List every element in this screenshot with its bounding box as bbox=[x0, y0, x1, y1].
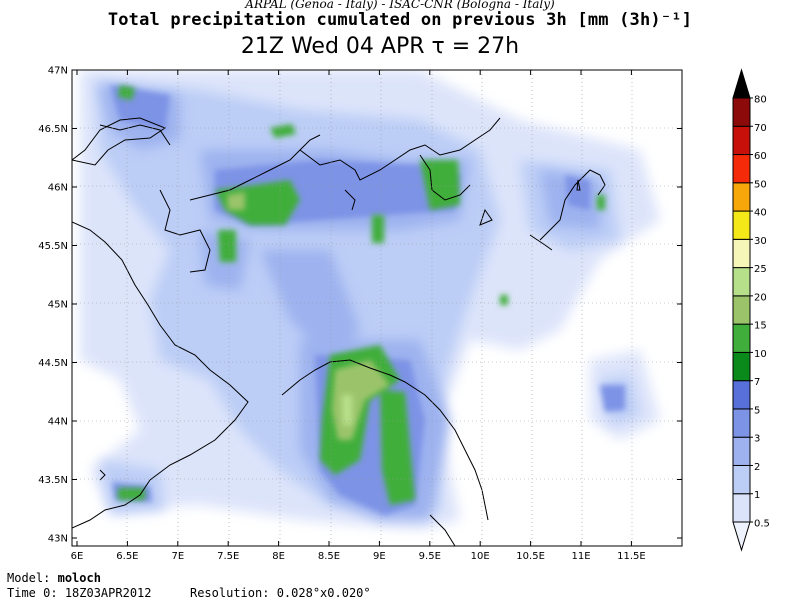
colorbar-swatch bbox=[732, 182, 751, 212]
header-title: Total precipitation cumulated on previou… bbox=[107, 10, 693, 30]
lon-label: 8E bbox=[272, 551, 285, 562]
colorbar-label: 7 bbox=[754, 377, 760, 388]
colorbar-swatch bbox=[732, 464, 751, 495]
colorbar-swatch bbox=[732, 267, 751, 297]
footer-resolution-value: 0.028°x0.020° bbox=[276, 586, 371, 600]
map-frame bbox=[71, 69, 683, 547]
lat-label: 45.5N bbox=[38, 241, 68, 252]
colorbar-swatch bbox=[732, 210, 751, 240]
graticule bbox=[72, 70, 682, 546]
header-credits: ARPAL (Genoa - Italy) - ISAC-CNR (Bologn… bbox=[245, 0, 555, 11]
lat-label: 43N bbox=[48, 534, 68, 545]
colorbar-swatch bbox=[732, 436, 751, 466]
footer-model-label: Model: bbox=[7, 571, 51, 585]
lon-label: 9E bbox=[373, 551, 386, 562]
colorbar-label: 15 bbox=[754, 321, 767, 332]
colorbar-min-triangle bbox=[732, 521, 751, 552]
colorbar: 0.5 1 2 3 5 7 10 15 20 25 30 40 50 60 70 80 bbox=[732, 68, 770, 552]
footer-resolution-label: Resolution: bbox=[189, 586, 270, 600]
lon-label: 9.5E bbox=[419, 551, 441, 562]
colorbar-swatch bbox=[732, 408, 751, 438]
colorbar-swatch bbox=[732, 154, 751, 184]
colorbar-swatch bbox=[732, 323, 751, 353]
colorbar-swatch bbox=[732, 238, 751, 269]
lat-label: 47N bbox=[48, 66, 68, 77]
colorbar-swatch bbox=[732, 493, 751, 523]
colorbar-label: 30 bbox=[754, 236, 767, 247]
lon-label: 6E bbox=[71, 551, 84, 562]
colorbar-label: 40 bbox=[754, 208, 767, 219]
footer-time-value: 18Z03APR2012 bbox=[64, 586, 152, 600]
colorbar-label: 20 bbox=[754, 292, 767, 303]
footer-time: Time 0: 18Z03APR2012 Resolution: 0.028°x… bbox=[7, 586, 371, 600]
colorbar-label: 80 bbox=[754, 95, 767, 106]
lon-label: 11E bbox=[571, 551, 590, 562]
lat-label: 44N bbox=[48, 417, 68, 428]
latitude-axis: 47N 46.5N 46N 45.5N 45N 44.5N 44N 43.5N 43N bbox=[38, 66, 682, 545]
colorbar-swatch bbox=[732, 97, 751, 127]
colorbar-swatch bbox=[732, 125, 751, 156]
colorbar-label: 1 bbox=[754, 490, 760, 501]
lat-label: 45N bbox=[48, 300, 68, 311]
colorbar-label: 3 bbox=[754, 434, 760, 445]
header-time-step: 21Z Wed 04 APR τ = 27h bbox=[240, 34, 520, 59]
colorbar-label: 60 bbox=[754, 151, 767, 162]
lat-label: 44.5N bbox=[38, 358, 68, 369]
lon-label: 11.5E bbox=[617, 551, 646, 562]
lon-label: 6.5E bbox=[116, 551, 138, 562]
lon-label: 10.5E bbox=[516, 551, 545, 562]
lat-label: 43.5N bbox=[38, 475, 68, 486]
lat-label: 46N bbox=[48, 183, 68, 194]
colorbar-swatch bbox=[732, 351, 751, 382]
lon-label: 7E bbox=[171, 551, 184, 562]
longitude-axis: 6E 6.5E 7E 7.5E 8E 8.5E 9E 9.5E 10E 10.5E 11E 11.5E bbox=[71, 70, 646, 562]
lon-label: 7.5E bbox=[217, 551, 239, 562]
colorbar-label: 5 bbox=[754, 405, 760, 416]
colorbar-label: 2 bbox=[754, 462, 760, 473]
footer-model-value: moloch bbox=[57, 571, 101, 585]
lat-label: 46.5N bbox=[38, 124, 68, 135]
colorbar-max-triangle bbox=[732, 68, 751, 99]
colorbar-swatch bbox=[732, 380, 751, 410]
colorbar-label: 25 bbox=[754, 264, 767, 275]
colorbar-swatch bbox=[732, 295, 751, 325]
footer-model: Model: moloch bbox=[7, 571, 101, 585]
precipitation-field bbox=[80, 70, 660, 530]
colorbar-label: 70 bbox=[754, 123, 767, 134]
colorbar-label: 50 bbox=[754, 179, 767, 190]
lon-label: 8.5E bbox=[318, 551, 340, 562]
colorbar-label: 10 bbox=[754, 349, 767, 360]
lon-label: 10E bbox=[471, 551, 490, 562]
colorbar-label: 0.5 bbox=[754, 519, 770, 530]
footer-time-label: Time 0: bbox=[7, 586, 58, 600]
